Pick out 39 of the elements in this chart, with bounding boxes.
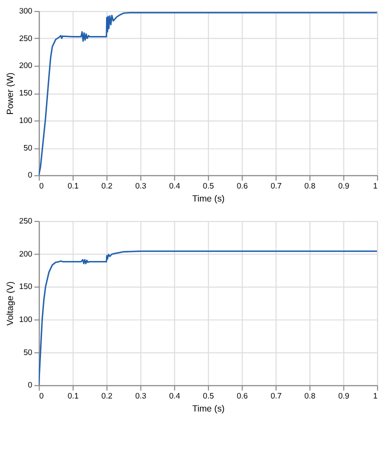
y-tick-label: 0	[28, 380, 33, 390]
x-axis-title: Time (s)	[192, 403, 225, 414]
x-tick-label: 0.2	[101, 392, 114, 401]
y-axis-title: Power (W)	[5, 72, 16, 115]
x-tick-label: 0.6	[236, 392, 248, 401]
y-tick-label: 150	[19, 282, 33, 292]
x-tick-label: 0.4	[169, 392, 181, 401]
x-tick-label: 0.8	[304, 182, 316, 191]
x-tick-label: 0.5	[202, 182, 215, 191]
x-tick-label: 0.7	[270, 392, 282, 401]
x-tick-label: 0.6	[236, 182, 248, 191]
x-tick-label: 0.9	[338, 182, 350, 191]
x-tick-label: 1	[373, 182, 378, 191]
y-tick-label: 50	[23, 348, 33, 357]
y-tick-label: 200	[19, 61, 33, 70]
x-tick-label: 0.1	[68, 182, 80, 191]
x-tick-label: 0.4	[169, 182, 181, 191]
x-tick-label: 0.9	[338, 392, 350, 401]
y-tick-label: 250	[19, 34, 33, 43]
x-tick-label: 0.8	[304, 392, 316, 401]
x-tick-label: 0.3	[135, 182, 147, 191]
y-tick-label: 250	[19, 216, 33, 226]
y-tick-label: 300	[19, 6, 33, 16]
y-tick-label: 100	[19, 314, 33, 324]
x-tick-label: 0.3	[135, 392, 147, 401]
y-tick-label: 50	[23, 143, 33, 152]
x-tick-label: 0.7	[270, 182, 282, 191]
x-tick-label: 0.5	[202, 392, 215, 401]
y-tick-label: 100	[19, 116, 33, 125]
x-tick-label: 0.2	[101, 182, 114, 191]
y-tick-label: 150	[19, 88, 33, 98]
x-tick-label: 1	[373, 392, 378, 401]
x-tick-label: 0	[39, 392, 44, 401]
y-tick-label: 200	[19, 249, 33, 258]
y-axis-title: Voltage (V)	[5, 281, 16, 326]
y-tick-label: 0	[28, 170, 33, 180]
x-tick-label: 0	[39, 182, 44, 191]
x-axis-title: Time (s)	[192, 194, 225, 204]
x-tick-label: 0.1	[68, 392, 80, 401]
